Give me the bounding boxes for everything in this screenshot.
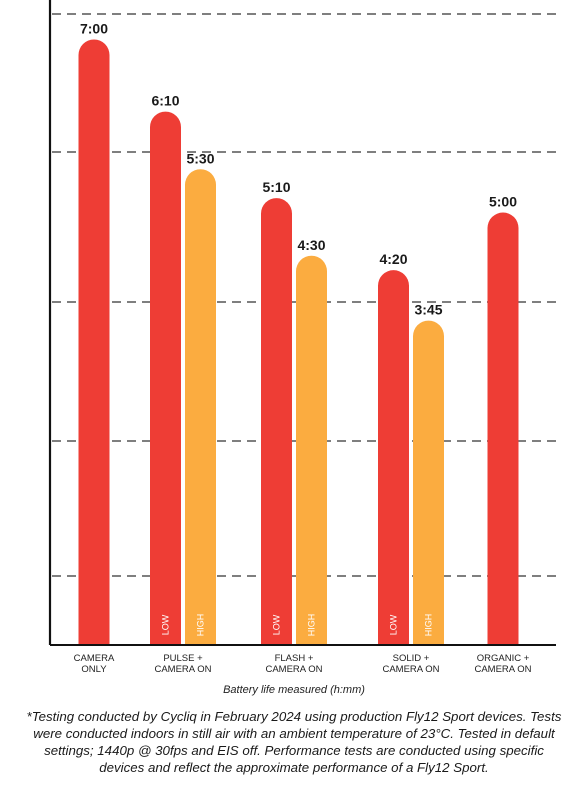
bar-6 <box>413 320 444 645</box>
bar-3 <box>261 198 292 645</box>
bar-1 <box>150 111 181 646</box>
category-label-1: PULSE + CAMERA ON <box>154 653 211 675</box>
x-axis-label: Battery life measured (h:mm) <box>223 684 365 696</box>
bar-0 <box>78 39 110 645</box>
category-label-line: CAMERA ON <box>382 664 439 675</box>
level-labels: LOW HIGH LOW HIGH LOW HIGH <box>161 614 434 637</box>
bars <box>78 39 519 646</box>
value-label-4: 4:30 <box>297 237 325 253</box>
category-label-line: CAMERA ON <box>474 664 531 675</box>
value-label-0: 7:00 <box>80 21 108 37</box>
category-label-line: ORGANIC + <box>477 653 530 664</box>
value-label-1: 6:10 <box>151 93 179 109</box>
battery-life-bar-chart: 7:00 6:10 5:30 5:10 4:30 4:20 3:45 5:00 LOW HIGH… <box>48 0 556 696</box>
value-label-2: 5:30 <box>186 150 214 166</box>
value-label-7: 5:00 <box>489 194 517 210</box>
level-label-4: HIGH <box>307 614 317 637</box>
bar-7 <box>487 212 519 645</box>
bar-4 <box>296 255 327 645</box>
level-label-5: LOW <box>389 614 399 635</box>
footnote: *Testing conducted by Cycliq in February… <box>26 709 562 775</box>
category-label-line: CAMERA ON <box>154 664 211 675</box>
level-label-1: LOW <box>161 614 171 635</box>
bar-5 <box>378 270 409 645</box>
category-label-line: CAMERA ON <box>265 664 322 675</box>
category-label-line: PULSE + <box>163 653 203 664</box>
value-label-6: 3:45 <box>414 302 442 318</box>
category-label-2: FLASH + CAMERA ON <box>265 653 322 675</box>
category-label-0: CAMERA ONLY <box>74 653 115 675</box>
value-labels: 7:00 6:10 5:30 5:10 4:30 4:20 3:45 5:00 <box>80 21 517 318</box>
category-label-3: SOLID + CAMERA ON <box>382 653 439 675</box>
category-label-line: FLASH + <box>275 653 314 664</box>
category-label-4: ORGANIC + CAMERA ON <box>474 653 531 675</box>
category-label-line: SOLID + <box>393 653 430 664</box>
level-label-6: HIGH <box>424 614 434 637</box>
gridlines <box>52 13 556 577</box>
value-label-3: 5:10 <box>262 179 290 195</box>
level-label-2: HIGH <box>196 614 206 637</box>
value-label-5: 4:20 <box>379 251 407 267</box>
category-label-line: CAMERA <box>74 653 115 664</box>
bar-2 <box>185 169 216 645</box>
category-label-line: ONLY <box>81 664 107 675</box>
level-label-3: LOW <box>272 614 282 635</box>
